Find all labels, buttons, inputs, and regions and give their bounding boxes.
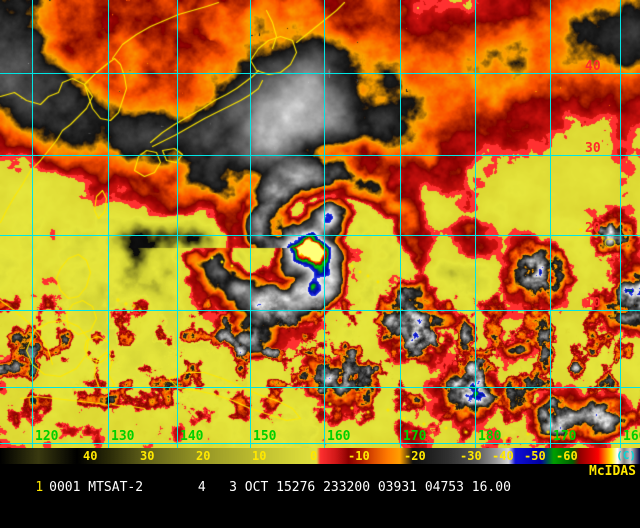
satellite-image-panel[interactable] xyxy=(0,0,640,448)
color-bar-tick-5: -10 xyxy=(348,449,370,463)
mcidas-brand-label: McIDAS xyxy=(589,464,636,479)
color-bar-tick-2: 20 xyxy=(196,449,211,463)
image-info-text: 0001 MTSAT-2 4 3 OCT 15276 233200 03931 … xyxy=(49,480,511,495)
mcidas-image-window: 12013014015016017018017016040302010 4030… xyxy=(0,0,640,495)
status-bar: 1 0001 MTSAT-2 4 3 OCT 15276 233200 03931… xyxy=(0,464,640,495)
color-bar-tick-10: -60 xyxy=(556,449,578,463)
frame-number: 1 xyxy=(35,480,44,495)
color-bar-tick-3: 10 xyxy=(252,449,267,463)
color-bar-tick-1: 30 xyxy=(140,449,155,463)
color-bar-tick-6: -20 xyxy=(404,449,426,463)
temperature-color-bar[interactable]: 40 30 20 10 0 -10 -20 -30 -40 -50 -60 (C) xyxy=(0,448,640,464)
infrared-satellite-image[interactable] xyxy=(0,0,640,448)
color-bar-tick-7: -30 xyxy=(460,449,482,463)
color-bar-gradient xyxy=(0,448,640,464)
color-bar-tick-4: 0 xyxy=(310,449,318,463)
color-bar-unit-label: (C) xyxy=(616,449,636,462)
color-bar-tick-9: -50 xyxy=(524,449,546,463)
color-bar-tick-8: -40 xyxy=(492,449,514,463)
color-bar-tick-0: 40 xyxy=(83,449,98,463)
